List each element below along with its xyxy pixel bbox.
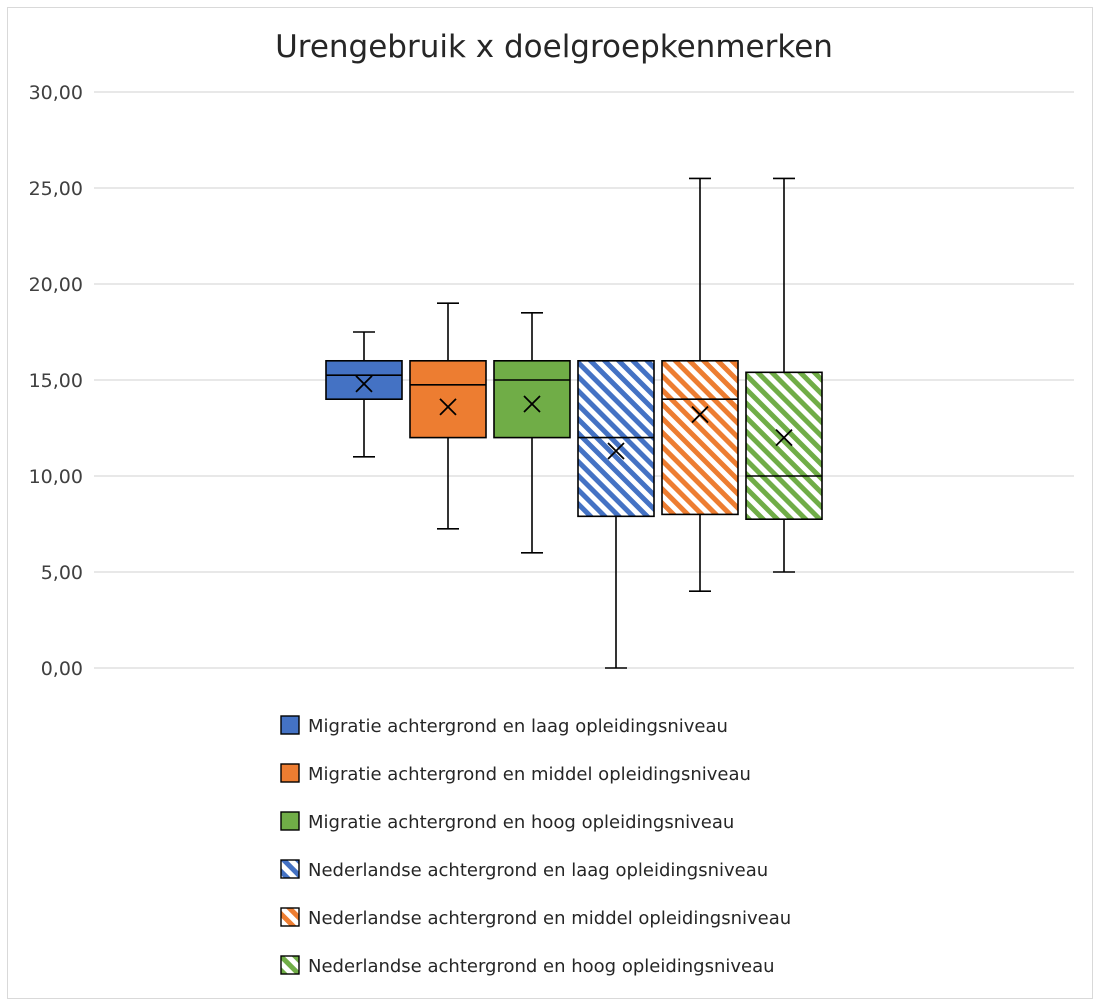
legend-item-2: Migratie achtergrond en middel opleiding…: [280, 763, 751, 785]
legend: Migratie achtergrond en laag opleidingsn…: [280, 715, 791, 977]
legend-swatch: [280, 859, 300, 879]
mean-marker: [607, 442, 625, 460]
y-tick-label: 30,00: [29, 82, 83, 104]
y-axis: 0,00 5,00 10,00 15,00 20,00 25,00 30,00: [29, 82, 83, 680]
legend-item-5: Nederlandse achtergrond en middel opleid…: [280, 907, 791, 929]
y-tick-label: 15,00: [29, 370, 83, 392]
legend-label: Migratie achtergrond en middel opleiding…: [308, 764, 751, 785]
chart-title: Urengebruik x doelgroepkenmerken: [275, 29, 833, 65]
mean-marker: [439, 398, 457, 416]
legend-swatch: [280, 763, 300, 783]
legend-label: Nederlandse achtergrond en laag opleidin…: [308, 860, 768, 881]
box-2: [409, 302, 487, 530]
box-6: [745, 177, 823, 573]
mean-marker: [523, 395, 541, 413]
legend-item-4: Nederlandse achtergrond en laag opleidin…: [280, 859, 768, 881]
box-iqr: [661, 359, 739, 516]
boxplot-chart: Urengebruik x doelgroepkenmerken 0,00 5,0…: [29, 29, 1074, 977]
mean-marker: [775, 428, 793, 447]
box-iqr: [409, 359, 487, 439]
boxes: [325, 177, 823, 669]
box-iqr: [493, 359, 571, 439]
legend-item-1: Migratie achtergrond en laag opleidingsn…: [280, 715, 728, 737]
chart-frame: Urengebruik x doelgroepkenmerken 0,00 5,0…: [7, 7, 1093, 999]
box-1: [325, 331, 403, 458]
y-tick-label: 5,00: [41, 562, 83, 584]
box-iqr: [325, 359, 403, 400]
legend-label: Nederlandse achtergrond en middel opleid…: [308, 908, 791, 929]
box-5: [661, 177, 739, 593]
legend-swatch: [280, 715, 300, 735]
y-tick-label: 25,00: [29, 178, 83, 200]
mean-marker: [355, 375, 373, 393]
legend-label: Migratie achtergrond en hoog opleidingsn…: [308, 812, 734, 833]
legend-swatch: [280, 907, 300, 927]
legend-label: Nederlandse achtergrond en hoog opleidin…: [308, 956, 775, 977]
legend-swatch: [280, 811, 300, 831]
y-tick-label: 10,00: [29, 466, 83, 488]
legend-item-3: Migratie achtergrond en hoog opleidingsn…: [280, 811, 734, 833]
mean-marker: [691, 405, 709, 424]
box-iqr: [745, 371, 823, 521]
legend-swatch: [280, 955, 300, 975]
box-iqr: [577, 359, 655, 518]
y-tick-label: 0,00: [41, 658, 83, 680]
box-3: [493, 311, 571, 554]
y-tick-label: 20,00: [29, 274, 83, 296]
legend-item-6: Nederlandse achtergrond en hoog opleidin…: [280, 955, 775, 977]
legend-label: Migratie achtergrond en laag opleidingsn…: [308, 716, 728, 737]
box-4: [577, 359, 655, 669]
